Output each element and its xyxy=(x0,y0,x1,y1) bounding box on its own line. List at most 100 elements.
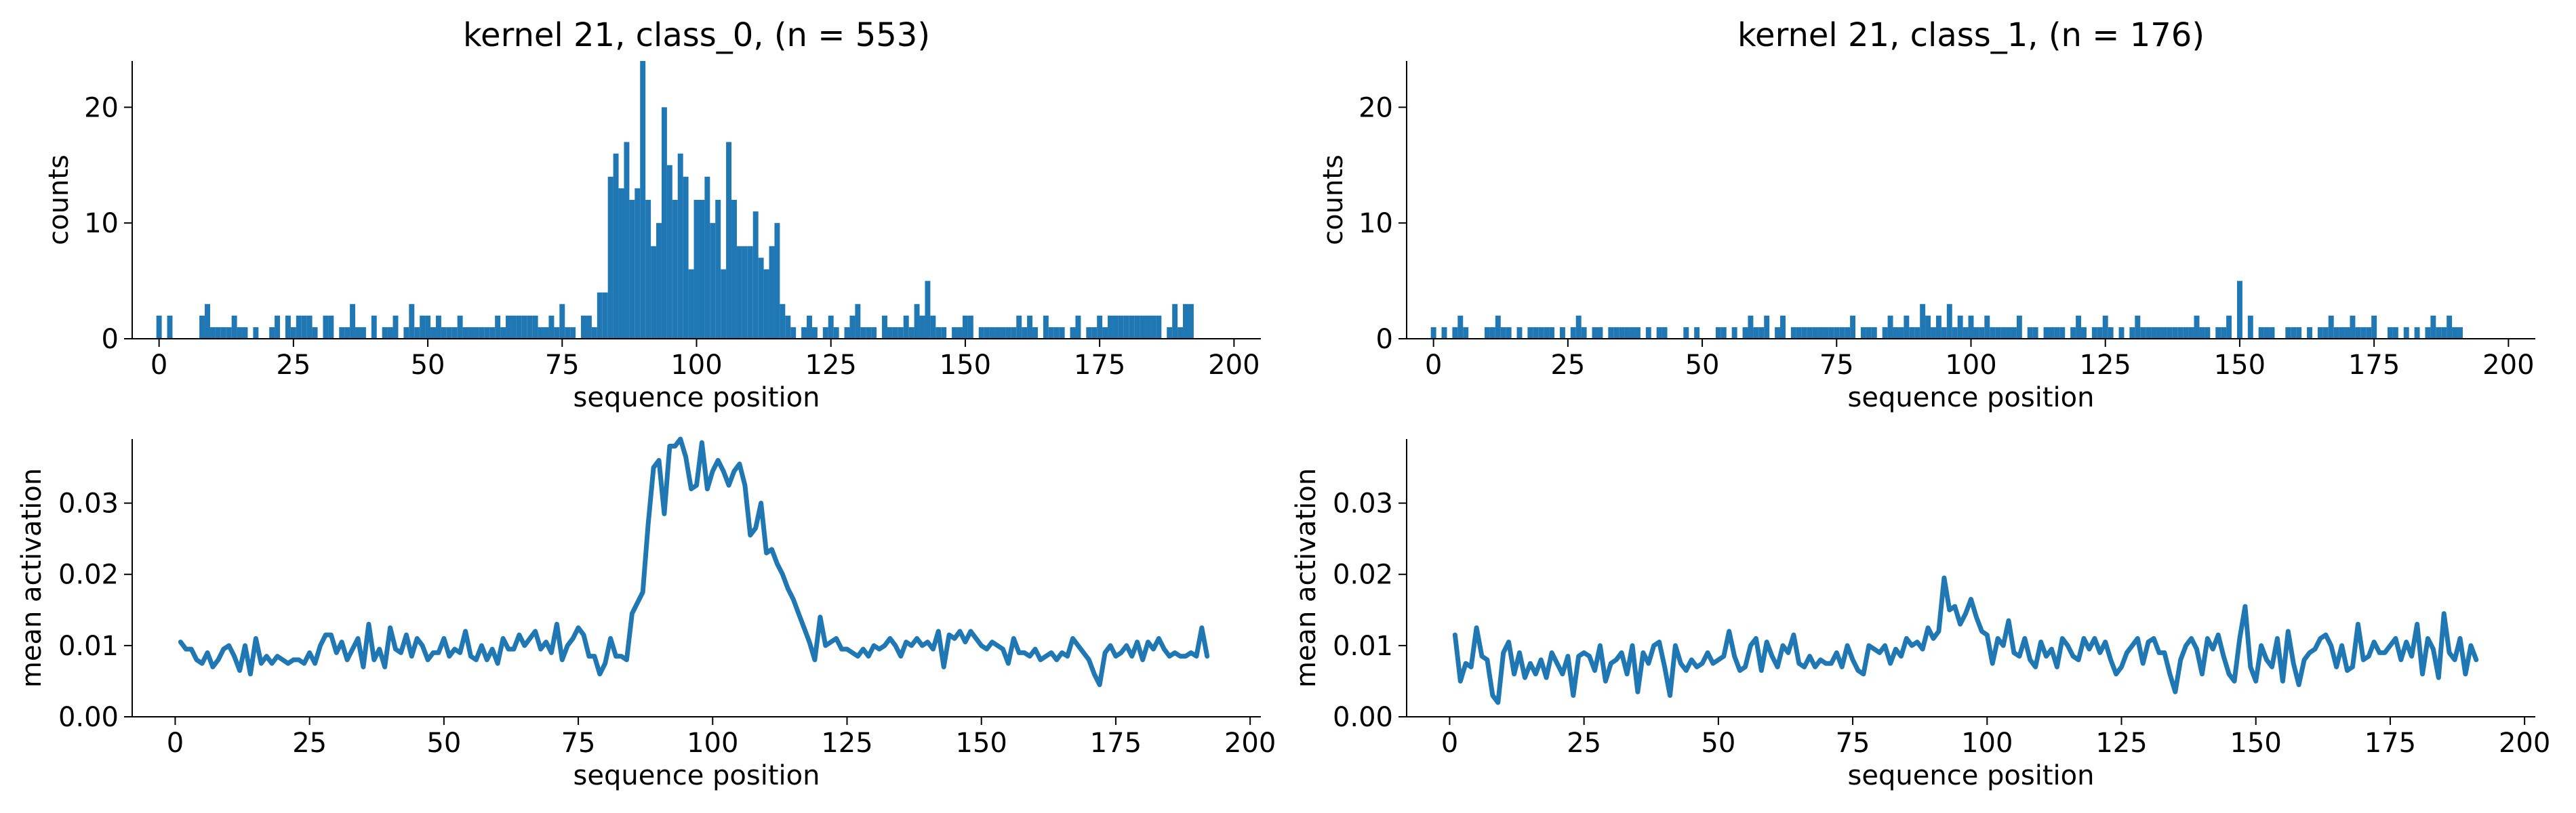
bar xyxy=(785,315,791,339)
bar xyxy=(1183,304,1188,339)
bar xyxy=(1839,327,1845,339)
bar xyxy=(715,200,721,339)
bar xyxy=(209,327,216,339)
bar xyxy=(688,269,694,339)
bar xyxy=(726,142,732,339)
bar xyxy=(1457,315,1464,339)
y-tick-label: 0.03 xyxy=(58,488,119,520)
bar xyxy=(2205,327,2211,339)
series-line xyxy=(1452,575,2479,705)
x-tick-label: 100 xyxy=(687,728,738,759)
x-tick-label: 125 xyxy=(821,728,872,759)
bar xyxy=(1097,315,1103,339)
bar xyxy=(2129,327,2135,339)
bar xyxy=(2011,327,2017,339)
bar xyxy=(1172,304,1178,339)
bar xyxy=(683,176,689,339)
bar xyxy=(1995,327,2001,339)
bar xyxy=(1452,327,1458,339)
x-tick-label: 75 xyxy=(1836,728,1870,759)
bar xyxy=(2403,327,2409,339)
bar xyxy=(2355,327,2361,339)
bar xyxy=(645,200,651,339)
bar xyxy=(451,327,458,339)
x-tick-label: 125 xyxy=(2095,728,2147,759)
bar xyxy=(1188,304,1194,339)
bar xyxy=(721,269,727,339)
bar xyxy=(2177,327,2183,339)
bar xyxy=(1817,327,1824,339)
x-tick-label: 0 xyxy=(1441,728,1458,759)
bar xyxy=(1860,327,1866,339)
bar xyxy=(2108,327,2114,339)
bar xyxy=(1952,327,1958,339)
x-tick-label: 150 xyxy=(940,350,991,381)
bar xyxy=(1731,327,1737,339)
panel-hist_class0: 0 25 50 75 100 125 150 175 200 0 10 20 sequence posi… xyxy=(43,16,1261,413)
bar xyxy=(2146,327,2152,339)
bar xyxy=(2457,327,2463,339)
bar xyxy=(2188,327,2194,339)
bar xyxy=(339,327,345,339)
bar xyxy=(677,153,683,339)
bar xyxy=(1871,327,1877,339)
bar xyxy=(919,315,925,339)
bar xyxy=(790,327,797,339)
bar xyxy=(1619,327,1625,339)
bar xyxy=(371,315,377,339)
bar xyxy=(1108,315,1113,339)
x-tick-label: 0 xyxy=(1425,350,1442,381)
bar xyxy=(597,292,603,339)
bar xyxy=(1118,315,1124,339)
panel-hist_class1: 0 25 50 75 100 125 150 175 200 0 10 20 sequence posi… xyxy=(1318,16,2535,413)
x-tick-label: 175 xyxy=(2348,350,2400,381)
bar xyxy=(967,315,973,339)
bar xyxy=(591,327,597,339)
bar xyxy=(312,327,318,339)
bar xyxy=(2285,327,2291,339)
y-tick-label: 0 xyxy=(1376,324,1393,355)
bar xyxy=(581,315,586,339)
bar xyxy=(296,315,302,339)
bar xyxy=(855,304,861,339)
bar xyxy=(801,327,807,339)
y-axis-label: mean activation xyxy=(16,468,47,688)
y-tick-label: 0.02 xyxy=(1333,560,1393,591)
bar xyxy=(1834,327,1840,339)
panel-line_class1: 0 25 50 75 100 125 150 175 200 0.00 0.01 0.02 0.03 se… xyxy=(1291,439,2550,791)
bar xyxy=(763,269,769,339)
bar xyxy=(382,327,388,339)
y-axis-label: mean activation xyxy=(1291,468,1322,688)
bar xyxy=(253,327,259,339)
bar xyxy=(269,327,275,339)
bar xyxy=(1592,327,1598,339)
bar xyxy=(554,327,560,339)
bar xyxy=(441,327,447,339)
bar xyxy=(1909,327,1915,339)
y-axis-label: counts xyxy=(43,154,75,245)
x-tick-label: 100 xyxy=(1961,728,2013,759)
bar xyxy=(495,315,501,339)
x-tick-label: 100 xyxy=(670,350,722,381)
bar xyxy=(500,327,506,339)
bar xyxy=(1430,327,1436,339)
bar xyxy=(1790,327,1796,339)
bar xyxy=(629,200,635,339)
bar xyxy=(403,327,409,339)
bar xyxy=(2000,327,2007,339)
bar xyxy=(1484,327,1490,339)
bar xyxy=(2199,327,2205,339)
bar xyxy=(570,327,576,339)
bar xyxy=(435,315,441,339)
bar xyxy=(1608,327,1614,339)
bar xyxy=(344,327,350,339)
bar xyxy=(2350,315,2356,339)
bar xyxy=(2118,327,2125,339)
bar xyxy=(2263,327,2270,339)
bar xyxy=(2194,315,2200,339)
x-tick-label: 25 xyxy=(1567,728,1601,759)
bar xyxy=(2371,315,2377,339)
bar xyxy=(510,315,517,339)
bar xyxy=(1990,327,1996,339)
